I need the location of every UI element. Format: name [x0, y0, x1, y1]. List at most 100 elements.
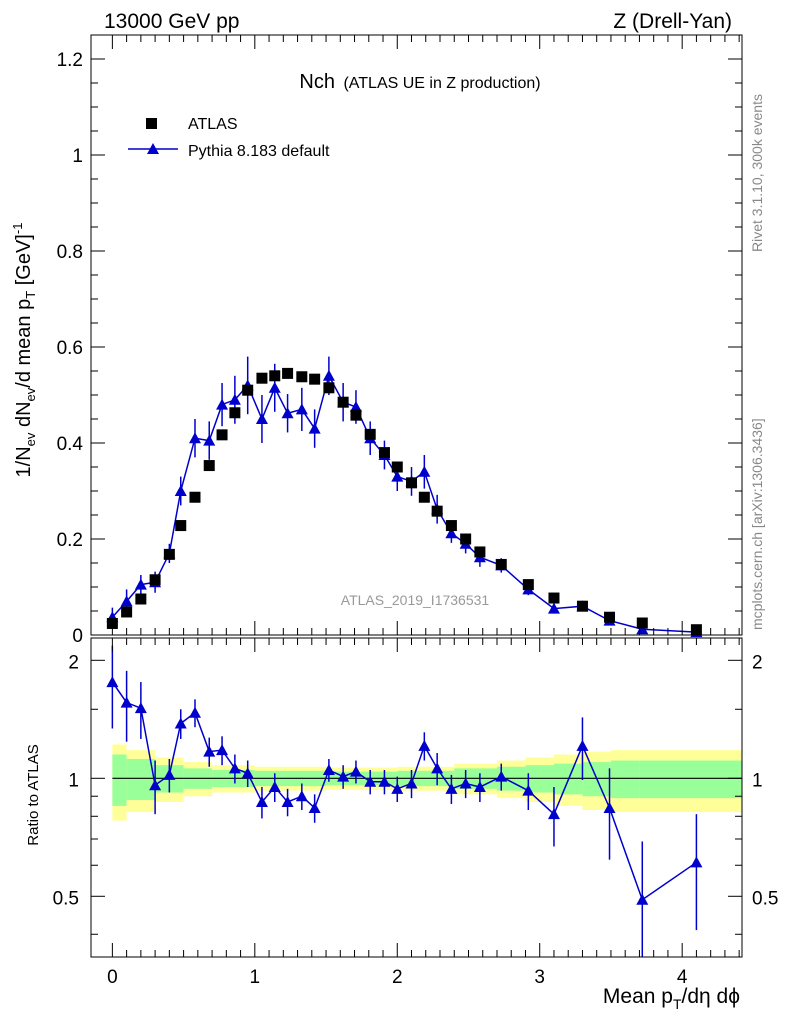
ylabel-part-5: T — [23, 291, 38, 299]
ratio-point — [636, 893, 649, 905]
ratio-xtick-label: 1 — [250, 967, 261, 988]
ratio-point — [255, 796, 268, 808]
data-point — [418, 491, 430, 503]
main-ytick-label: 0.8 — [57, 242, 83, 263]
ratio-frame — [90, 637, 743, 958]
mc-point — [134, 578, 147, 590]
data-point — [350, 409, 362, 421]
mc-point — [120, 595, 133, 607]
main-ylabel: 1/Nev dNev/d mean pT [GeV]-1 — [10, 223, 38, 478]
mc-point — [308, 422, 321, 434]
legend-pythia-label: Pythia 8.183 default — [188, 143, 330, 160]
data-point — [175, 520, 187, 532]
data-point — [364, 428, 376, 440]
data-point — [256, 372, 268, 384]
process-label: Z (Drell-Yan) — [613, 10, 732, 33]
data-point — [149, 574, 161, 586]
main-panel: 0 0.2 0.4 0.6 0.8 1 1.2 Nch (ATLAS UE in Z pro… — [10, 34, 743, 647]
main-title-text: Nch — [299, 71, 335, 93]
ratio-point — [522, 784, 535, 796]
ratio-point — [295, 790, 308, 802]
mc-point — [188, 432, 201, 444]
ratio-point — [337, 770, 350, 782]
ratio-band-inner — [610, 760, 640, 799]
ratio-point — [349, 765, 362, 777]
ratio-panel: 0.5 0.5 1 1 2 2 0 1 2 3 4 Ratio to ATLAS Mean pT/d… — [25, 637, 778, 1012]
main-ytick-label: 0.4 — [57, 434, 84, 455]
ylabel-part-6: [GeV] — [13, 234, 35, 291]
data-point — [296, 371, 308, 383]
main-title: Nch (ATLAS UE in Z production) — [299, 71, 540, 93]
main-ytick-label: 1.2 — [57, 50, 83, 71]
data-point — [576, 600, 588, 612]
ratio-xtick-label: 0 — [107, 967, 118, 988]
ratio-point — [391, 782, 404, 794]
data-point — [282, 367, 294, 379]
ratio-point — [445, 782, 458, 794]
data-point — [216, 429, 228, 441]
mc-point — [418, 465, 431, 477]
ratio-point — [690, 856, 703, 868]
ratio-point — [459, 777, 472, 789]
ratio-point — [405, 777, 418, 789]
ratio-point — [418, 739, 431, 751]
mc-point — [281, 407, 294, 419]
ylabel-part-7: -1 — [10, 223, 25, 235]
data-point — [163, 548, 175, 560]
mc-point — [322, 369, 335, 381]
data-point — [203, 460, 215, 472]
mc-point — [445, 527, 458, 539]
ratio-point — [163, 768, 176, 780]
ratio-point — [134, 702, 147, 714]
data-point — [229, 407, 241, 419]
legend-pythia-marker — [147, 143, 159, 154]
ylabel-part-2: dN — [13, 401, 35, 432]
ratio-ytick-label-right: 0.5 — [752, 888, 778, 909]
data-point — [378, 447, 390, 459]
ratio-point — [216, 744, 229, 756]
energy-label: 13000 GeV pp — [104, 10, 239, 33]
mc-point — [255, 413, 268, 424]
ratio-point — [431, 762, 444, 774]
ratio-point — [364, 775, 377, 787]
mc-point — [547, 602, 560, 614]
ratio-point — [281, 796, 294, 808]
ratio-point — [308, 801, 321, 813]
ratio-plot-area: 0.5 0.5 1 1 2 2 0 1 2 3 4 — [53, 637, 778, 988]
ratio-xtick-label: 2 — [392, 967, 403, 988]
data-point — [337, 396, 349, 408]
ratio-point — [228, 762, 241, 774]
ylabel-part-4: /d mean p — [13, 299, 35, 388]
data-point — [548, 592, 560, 604]
ratio-point — [174, 717, 187, 729]
data-point — [269, 370, 281, 382]
ratio-band-inner — [126, 759, 156, 801]
ratio-xtick-label: 3 — [534, 967, 545, 988]
ratio-point — [188, 706, 201, 718]
data-point — [323, 382, 335, 394]
mc-point — [174, 485, 187, 496]
data-point — [604, 611, 616, 623]
ratio-point — [603, 801, 616, 813]
data-point — [391, 461, 403, 473]
data-point — [636, 617, 648, 629]
ylabel-part-0: 1/N — [13, 446, 35, 477]
mc-point — [216, 398, 229, 410]
ratio-point — [547, 808, 560, 820]
data-point — [495, 558, 507, 570]
data-point — [121, 606, 133, 618]
main-ytick-label: 0 — [72, 626, 83, 647]
ratio-ytick-label: 0.5 — [53, 888, 79, 909]
ratio-point — [203, 745, 216, 757]
xlabel-part-0: Mean p — [603, 985, 673, 1008]
legend-atlas-label: ATLAS — [188, 116, 238, 133]
main-plot-area: 0 0.2 0.4 0.6 0.8 1 1.2 — [57, 34, 743, 647]
main-ytick-label: 0.2 — [57, 530, 83, 551]
ylabel-part-1: ev — [23, 432, 38, 446]
ratio-point — [473, 781, 486, 793]
legend-atlas-marker — [146, 118, 157, 129]
ratio-ytick-label-right: 2 — [752, 652, 763, 673]
data-point — [431, 505, 443, 517]
data-point — [242, 384, 254, 396]
